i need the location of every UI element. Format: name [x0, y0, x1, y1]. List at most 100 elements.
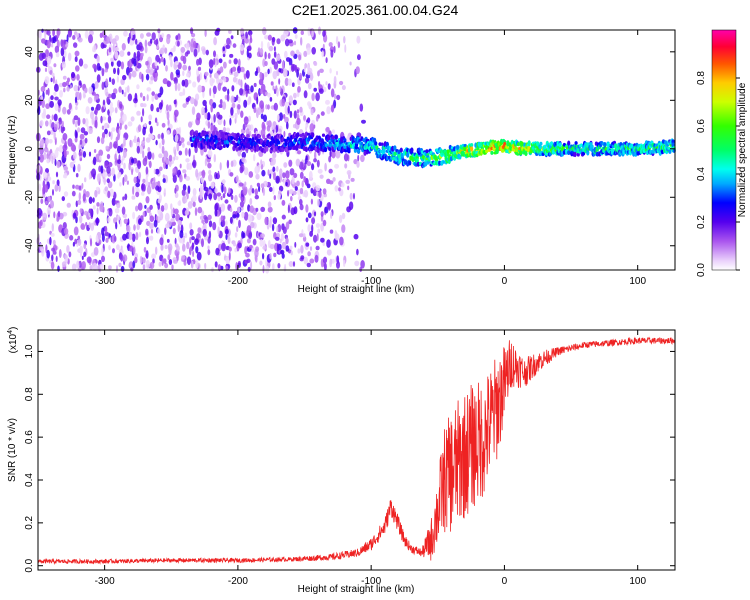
spectrogram-tone-cell: [324, 146, 328, 153]
spectrogram-tone-cell: [463, 143, 467, 148]
spectrogram-noise-cell: [142, 137, 145, 142]
spectrogram-noise-cell: [315, 245, 320, 251]
snr-y-ticks: 0.0 0.2 0.4 0.6 0.8 1.0: [24, 344, 675, 573]
spectrogram-noise-cell: [197, 84, 203, 93]
spectrogram-noise-cell: [238, 58, 241, 68]
spectrogram-noise-cell: [149, 135, 155, 140]
spectrogram-noise-cell: [218, 78, 223, 83]
spectrogram-noise-cell: [232, 76, 237, 83]
spectrogram-noise-cell: [171, 221, 176, 226]
spectrogram-noise-cell: [234, 247, 237, 253]
spectrogram-noise-cell: [234, 194, 238, 203]
spectrogram-noise-cell: [82, 151, 87, 158]
spectrogram-noise-cell: [248, 171, 254, 178]
spectrogram-noise-cell: [314, 151, 317, 160]
spectrogram-noise-cell: [41, 112, 46, 119]
spectrogram-noise-cell: [196, 251, 202, 261]
spectrogram-noise-cell: [177, 219, 182, 225]
spectrogram-noise-cell: [329, 258, 332, 268]
spectrogram-noise-cell: [98, 149, 104, 157]
spectrogram-noise-cell: [77, 37, 83, 43]
spectrogram-noise-cell: [165, 223, 170, 229]
snr-panel: -300 -200 -100 0 100 0.0 0.2 0.4 0.6 0.8 1.0 Heig…: [7, 327, 676, 595]
spectrogram-noise-cell: [109, 101, 113, 108]
spectrogram-noise-cell: [146, 87, 152, 92]
spectrogram-noise-cell: [56, 29, 60, 39]
spectrogram-noise-cell: [343, 259, 346, 267]
spectrogram-noise-cell: [126, 224, 131, 234]
spectrogram-tone-cell: [576, 152, 580, 157]
snr-y-multiplier-base: (x10: [8, 333, 19, 353]
spectrogram-noise-cell: [88, 208, 92, 214]
spectrogram-noise-cell: [246, 238, 251, 244]
spectrogram-noise-cell: [237, 242, 242, 249]
spectrogram-noise-cell: [165, 104, 169, 112]
spectrogram-tone-cell: [671, 139, 675, 144]
spectrogram-noise-cell: [174, 113, 177, 123]
spectrogram-noise-cell: [118, 86, 122, 93]
spectrogram-noise-cell: [78, 58, 84, 67]
spectrogram-noise-cell: [185, 176, 191, 181]
spectrogram-noise-cell: [62, 39, 67, 46]
spectrogram-noise-cell: [119, 103, 123, 109]
spectrogram-noise-cell: [294, 241, 297, 248]
spectrogram-tone-cell: [222, 144, 226, 148]
spectrogram-noise-cell: [282, 226, 287, 234]
spectrogram-noise-cell: [129, 139, 132, 148]
spectrogram-noise-cell: [260, 206, 266, 212]
spectrogram-noise-cell: [307, 82, 312, 90]
spectrogram-noise-cell: [360, 260, 365, 269]
spectrogram-noise-cell: [236, 226, 239, 233]
spectrogram-tone-cell: [425, 149, 429, 154]
spectrogram-noise-cell: [281, 199, 286, 206]
spectrogram-noise-cell: [244, 181, 247, 187]
spectrogram-tone-cell: [205, 131, 209, 135]
spectrogram-noise-cell: [193, 48, 198, 57]
spectrogram-noise-cell: [305, 242, 310, 247]
spectrogram-noise-cell: [345, 179, 351, 184]
spectrogram-noise-cell: [204, 29, 207, 37]
spectrogram-noise-cell: [218, 58, 223, 64]
spectrogram-noise-cell: [279, 112, 283, 121]
spectrogram-noise-cell: [161, 257, 164, 266]
spectrogram-noise-cell: [316, 159, 320, 168]
spectrogram-noise-cell: [328, 180, 334, 185]
spectrogram-noise-cell: [74, 137, 78, 143]
spectrogram-noise-cell: [108, 265, 112, 270]
spectrogram-noise-cell: [320, 258, 324, 268]
spectrogram-noise-cell: [215, 247, 220, 256]
spectrogram-noise-cell: [88, 172, 91, 180]
spectrogram-noise-cell: [191, 236, 195, 241]
spectrogram-noise-cell: [154, 168, 160, 175]
spectrogram-noise-cell: [204, 222, 207, 229]
spectrogram-noise-cell: [48, 139, 53, 144]
spectrogram-noise-cell: [191, 242, 194, 250]
spectrogram-noise-cell: [177, 200, 182, 206]
spectrogram-noise-cell: [326, 249, 332, 256]
spectrogram-noise-cell: [159, 237, 164, 246]
spectrogram-noise-cell: [109, 111, 112, 116]
spectrogram-noise-cell: [61, 61, 66, 69]
spectrogram-noise-cell: [276, 226, 279, 233]
spectrogram-noise-cell: [303, 90, 308, 99]
spectrogram-noise-cell: [156, 107, 160, 113]
spectrogram-noise-cell: [53, 211, 56, 219]
spectrogram-noise-cell: [241, 197, 244, 202]
spectrogram-noise-cell: [357, 154, 360, 162]
spectrogram-noise-cell: [267, 68, 270, 75]
spectrogram-tone-cell: [539, 141, 543, 146]
spectrogram-frame: [37, 29, 676, 271]
spectrogram-tone-cell: [217, 137, 221, 141]
spectrogram-noise-cell: [288, 189, 294, 195]
spectrogram-noise-cell: [353, 233, 359, 240]
spectrogram-noise-cell: [336, 255, 340, 264]
spectrogram-noise-cell: [77, 117, 81, 126]
spectrogram-noise-cell: [318, 189, 322, 199]
spectrogram-noise-cell: [108, 131, 111, 137]
spectrogram-noise-cell: [131, 57, 135, 64]
spectrogram-noise-cell: [40, 198, 44, 204]
spectrogram-noise-cell: [254, 254, 258, 263]
spectrogram-noise-cell: [141, 139, 146, 147]
spectrogram-noise-cell: [313, 158, 317, 163]
spectrogram-noise-cell: [292, 261, 296, 267]
